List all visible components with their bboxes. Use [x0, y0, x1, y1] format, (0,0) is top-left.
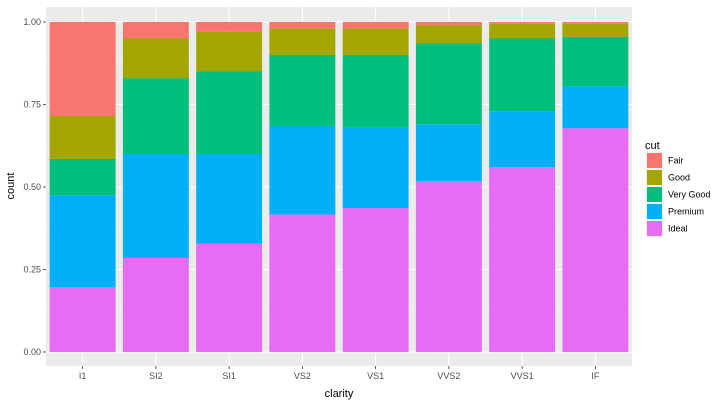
bar-segment [49, 116, 116, 159]
bar-segment [196, 154, 263, 244]
legend-swatch [647, 204, 662, 219]
bar-segment [49, 158, 116, 196]
legend-label: Very Good [668, 190, 711, 200]
bar-segment [122, 38, 189, 79]
bar-segment [342, 22, 409, 29]
bar-segment [269, 22, 336, 29]
bar-segment [562, 23, 629, 37]
legend-swatch [647, 221, 662, 236]
bar-segment [269, 28, 336, 55]
bar-segment [415, 124, 482, 182]
y-tick-label: 0.75 [23, 100, 41, 110]
x-tick-label: IF [591, 371, 600, 381]
bar-segment [342, 28, 409, 55]
bar-segment [415, 181, 482, 352]
legend-label: Good [668, 173, 690, 183]
legend-title: cut [645, 140, 660, 152]
bar-segment [415, 25, 482, 44]
y-tick-label: 0.50 [23, 182, 41, 192]
x-tick-label: VVS2 [437, 371, 460, 381]
legend: cut Fair Good Very Good Premium Ideal [645, 140, 711, 237]
y-axis-title: count [5, 173, 17, 200]
bar-segment [489, 23, 556, 39]
bar-segment [489, 38, 556, 112]
x-axis: I1 SI2 SI1 VS2 VS1 VVS2 VVS1 IF [79, 366, 600, 381]
bar-segment [562, 22, 629, 24]
bar-segment [415, 43, 482, 125]
bar-segment [122, 22, 189, 39]
legend-label: Ideal [668, 224, 688, 234]
x-tick-label: VS1 [367, 371, 384, 381]
y-tick-label: 0.25 [23, 265, 41, 275]
bar-segment [562, 86, 629, 129]
y-tick-label: 0.00 [23, 347, 41, 357]
x-tick-label: VVS1 [511, 371, 534, 381]
bar-segment [122, 257, 189, 352]
bar-segment [562, 36, 629, 87]
bar-segment [342, 55, 409, 128]
bar-segment [196, 31, 263, 72]
bar-segment [196, 22, 263, 32]
x-tick-label: SI1 [222, 371, 236, 381]
x-tick-label: SI2 [149, 371, 163, 381]
bar-segment [489, 22, 556, 24]
legend-swatch [647, 153, 662, 168]
bar-segment [122, 154, 189, 258]
bar-segment [49, 22, 116, 117]
y-tick-label: 1.00 [23, 17, 41, 27]
bar-segment [489, 167, 556, 352]
bars [49, 22, 629, 352]
bar-segment [122, 78, 189, 154]
bar-segment [342, 127, 409, 209]
bar-segment [562, 128, 629, 352]
x-axis-title: clarity [325, 388, 354, 400]
bar-segment [49, 195, 116, 287]
bar-segment [489, 111, 556, 168]
bar-segment [196, 243, 263, 352]
bar-segment [342, 208, 409, 352]
legend-label: Premium [668, 207, 704, 217]
bar-segment [269, 125, 336, 215]
legend-label: Fair [668, 156, 684, 166]
legend-swatch [647, 170, 662, 185]
x-tick-label: VS2 [294, 371, 311, 381]
bar-segment [49, 286, 116, 352]
bar-segment [269, 55, 336, 126]
legend-swatch [647, 187, 662, 202]
y-axis: 0.00 0.25 0.50 0.75 1.00 [23, 17, 46, 357]
x-tick-label: I1 [79, 371, 87, 381]
bar-segment [269, 214, 336, 352]
bar-segment [415, 22, 482, 26]
bar-segment [196, 71, 263, 154]
